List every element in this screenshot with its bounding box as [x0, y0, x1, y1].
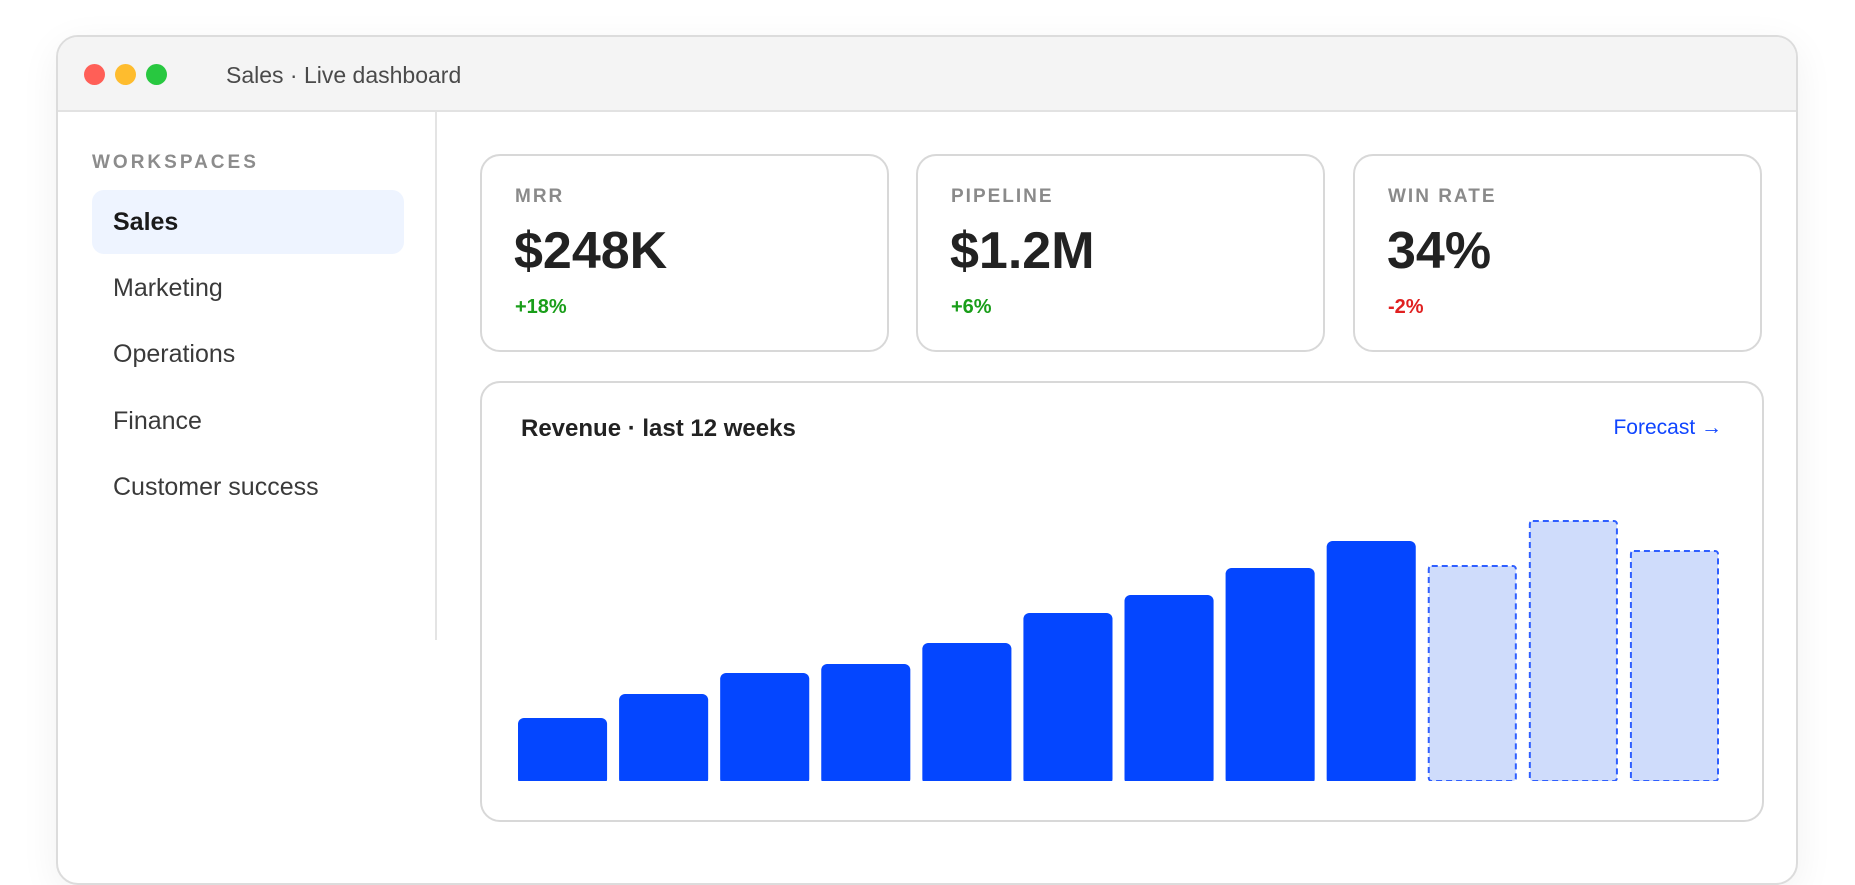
- kpi-label: MRR: [515, 186, 565, 207]
- maximize-window-button[interactable]: [146, 64, 167, 85]
- forecast-bar: [1427, 565, 1517, 782]
- kpi-value: $248K: [514, 222, 668, 280]
- revenue-bar: [922, 643, 1012, 785]
- kpi-card-mrr: MRR $248K +18%: [480, 154, 889, 352]
- kpi-label: WIN RATE: [1388, 186, 1497, 207]
- close-window-button[interactable]: [84, 64, 105, 85]
- revenue-bar: [1124, 595, 1214, 785]
- app-window: Sales · Live dashboard WORKSPACES Sales …: [56, 35, 1798, 885]
- forecast-bar: [1528, 520, 1618, 782]
- kpi-delta: +6%: [951, 296, 992, 318]
- revenue-bar: [518, 718, 608, 785]
- title-bar: Sales · Live dashboard: [58, 37, 1796, 112]
- sidebar: WORKSPACES Sales Marketing Operations Fi…: [58, 112, 437, 640]
- kpi-value: 34%: [1387, 222, 1492, 280]
- sidebar-item-customer-success[interactable]: Customer success: [113, 473, 319, 501]
- sidebar-heading: WORKSPACES: [92, 152, 259, 173]
- forecast-link[interactable]: Forecast →: [1613, 416, 1722, 439]
- revenue-bar-chart: [516, 520, 1733, 791]
- revenue-chart-card: Revenue · last 12 weeks Forecast →: [480, 381, 1764, 822]
- sidebar-item-sales[interactable]: Sales: [92, 190, 404, 254]
- revenue-bar: [619, 694, 709, 785]
- kpi-delta: +18%: [515, 296, 567, 318]
- chart-baseline-mask: [516, 781, 1733, 791]
- kpi-value: $1.2M: [950, 222, 1095, 280]
- kpi-card-win-rate: WIN RATE 34% -2%: [1353, 154, 1762, 352]
- forecast-bar: [1629, 550, 1719, 782]
- sidebar-item-operations[interactable]: Operations: [113, 340, 236, 368]
- kpi-delta: -2%: [1388, 296, 1424, 318]
- revenue-bar: [1326, 541, 1416, 785]
- minimize-window-button[interactable]: [115, 64, 136, 85]
- sidebar-item-marketing[interactable]: Marketing: [113, 274, 223, 302]
- kpi-card-pipeline: PIPELINE $1.2M +6%: [916, 154, 1325, 352]
- kpi-label: PIPELINE: [951, 186, 1054, 207]
- chart-title: Revenue · last 12 weeks: [521, 415, 796, 442]
- revenue-bar: [1023, 613, 1113, 785]
- sidebar-item-finance[interactable]: Finance: [113, 407, 202, 435]
- revenue-bar: [821, 664, 911, 785]
- revenue-bar: [1225, 568, 1315, 785]
- revenue-bar: [720, 673, 810, 785]
- window-title: Sales · Live dashboard: [226, 62, 462, 88]
